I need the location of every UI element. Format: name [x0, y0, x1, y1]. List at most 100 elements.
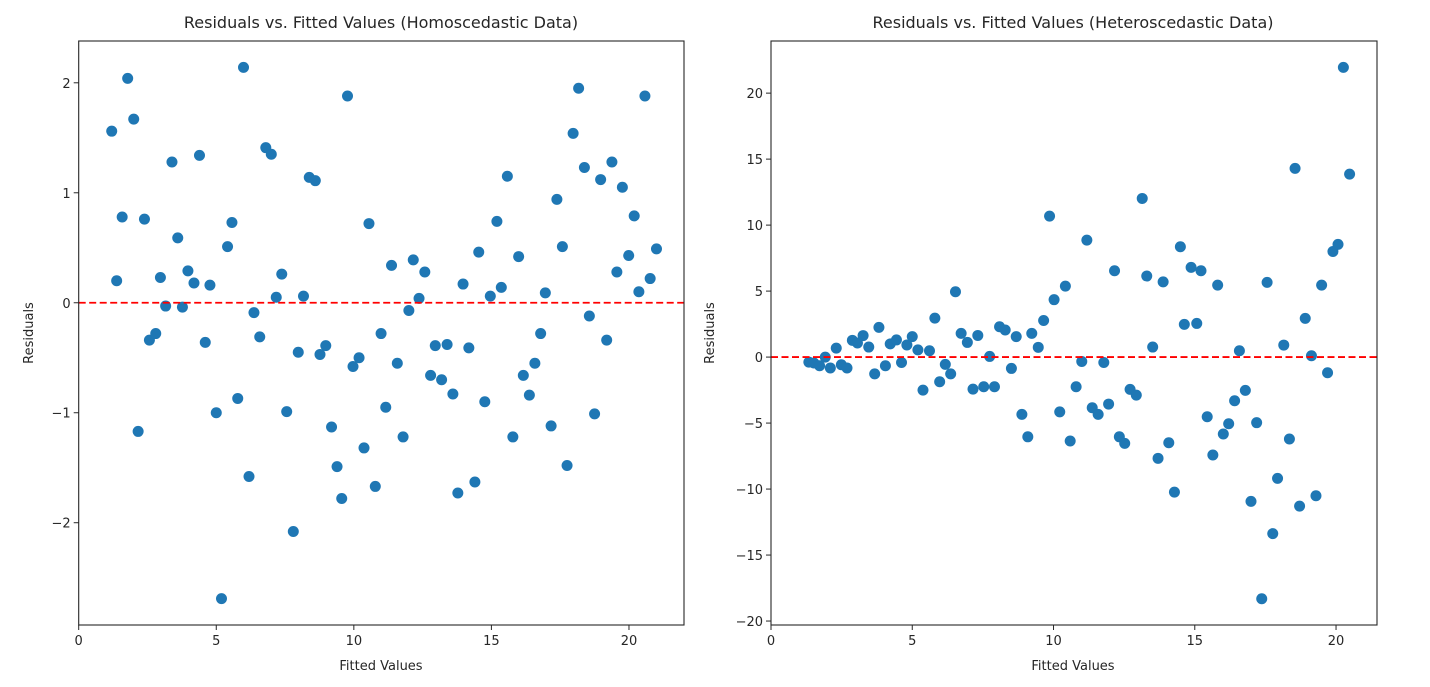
- data-point: [425, 369, 437, 381]
- data-point: [254, 331, 266, 343]
- data-point: [407, 254, 419, 266]
- x-axis: 0 5 10 15 20: [767, 625, 1344, 649]
- data-point: [1217, 428, 1229, 440]
- data-point: [1026, 327, 1038, 339]
- data-point: [436, 374, 448, 386]
- data-point: [463, 342, 475, 354]
- data-point: [309, 175, 321, 187]
- data-point: [1191, 317, 1203, 329]
- data-point: [1223, 418, 1235, 430]
- data-point: [556, 241, 568, 253]
- data-point: [551, 193, 563, 205]
- y-axis: −2 −1 0 1 2: [52, 77, 79, 532]
- data-point: [879, 360, 891, 372]
- data-point: [1337, 61, 1349, 73]
- data-point: [210, 407, 222, 419]
- data-point: [545, 420, 557, 432]
- data-point: [1299, 312, 1311, 324]
- data-point: [1163, 437, 1175, 449]
- data-point: [601, 334, 613, 346]
- data-point: [955, 327, 967, 339]
- data-point: [1195, 265, 1207, 277]
- data-point: [961, 336, 973, 348]
- data-point: [1157, 276, 1169, 288]
- data-point: [128, 113, 140, 125]
- y-tick-label: −1: [52, 407, 71, 422]
- data-point: [363, 218, 375, 230]
- data-point: [397, 431, 409, 443]
- data-point: [1092, 408, 1104, 420]
- data-point: [857, 330, 869, 342]
- data-point: [375, 328, 387, 340]
- data-point: [1239, 384, 1251, 396]
- data-point: [270, 291, 282, 303]
- x-tick-label: 10: [1045, 634, 1062, 649]
- data-point: [1130, 389, 1142, 401]
- data-point: [814, 360, 826, 372]
- data-point: [912, 344, 924, 356]
- data-point: [369, 480, 381, 492]
- data-point: [841, 362, 853, 374]
- data-point: [176, 301, 188, 313]
- y-tick-label: 10: [746, 219, 763, 234]
- data-point: [896, 356, 908, 368]
- data-point: [473, 246, 485, 258]
- data-point: [939, 358, 951, 370]
- data-point: [199, 336, 211, 348]
- data-point: [650, 243, 662, 255]
- data-point: [501, 170, 513, 182]
- data-point: [1207, 449, 1219, 461]
- data-point: [824, 362, 836, 374]
- data-point: [386, 259, 398, 271]
- data-point: [1212, 279, 1224, 291]
- y-tick-label: −10: [736, 483, 763, 498]
- data-point: [628, 210, 640, 222]
- data-point: [495, 281, 507, 293]
- data-point: [1178, 318, 1190, 330]
- y-tick-label: −2: [52, 517, 71, 532]
- data-point: [403, 304, 415, 316]
- data-point: [517, 369, 529, 381]
- data-point: [1136, 192, 1148, 204]
- heteroscedastic-panel: Residuals vs. Fitted Values (Heterosceda…: [703, 13, 1378, 674]
- data-point: [1098, 356, 1110, 368]
- data-point: [106, 125, 118, 137]
- y-tick-label: 0: [62, 297, 70, 312]
- data-point: [1185, 261, 1197, 273]
- scatter-points: [803, 61, 1356, 605]
- data-point: [479, 396, 491, 408]
- data-point: [1152, 452, 1164, 464]
- y-tick-label: −5: [744, 417, 763, 432]
- data-point: [391, 357, 403, 369]
- data-point: [633, 286, 645, 298]
- data-point: [265, 148, 277, 160]
- data-point: [238, 61, 250, 73]
- data-point: [616, 181, 628, 193]
- data-point: [567, 127, 579, 139]
- data-point: [347, 361, 359, 373]
- data-point: [984, 350, 996, 362]
- data-point: [1310, 490, 1322, 502]
- plot-area-frame: [770, 40, 1378, 626]
- x-axis-label: Fitted Values: [1031, 659, 1114, 674]
- data-point: [906, 331, 918, 343]
- data-point: [589, 408, 601, 420]
- data-point: [1245, 495, 1257, 507]
- data-point: [182, 265, 194, 277]
- data-point: [150, 328, 162, 340]
- data-point: [413, 292, 425, 304]
- data-point: [1005, 362, 1017, 374]
- data-point: [336, 493, 348, 505]
- data-point: [890, 334, 902, 346]
- data-point: [226, 216, 238, 228]
- data-point: [297, 290, 309, 302]
- data-point: [978, 381, 990, 393]
- data-point: [1070, 381, 1082, 393]
- data-point: [917, 384, 929, 396]
- data-point: [484, 290, 496, 302]
- data-point: [988, 381, 1000, 393]
- data-point: [314, 348, 326, 360]
- data-point: [447, 388, 459, 400]
- data-point: [132, 425, 144, 437]
- data-point: [611, 266, 623, 278]
